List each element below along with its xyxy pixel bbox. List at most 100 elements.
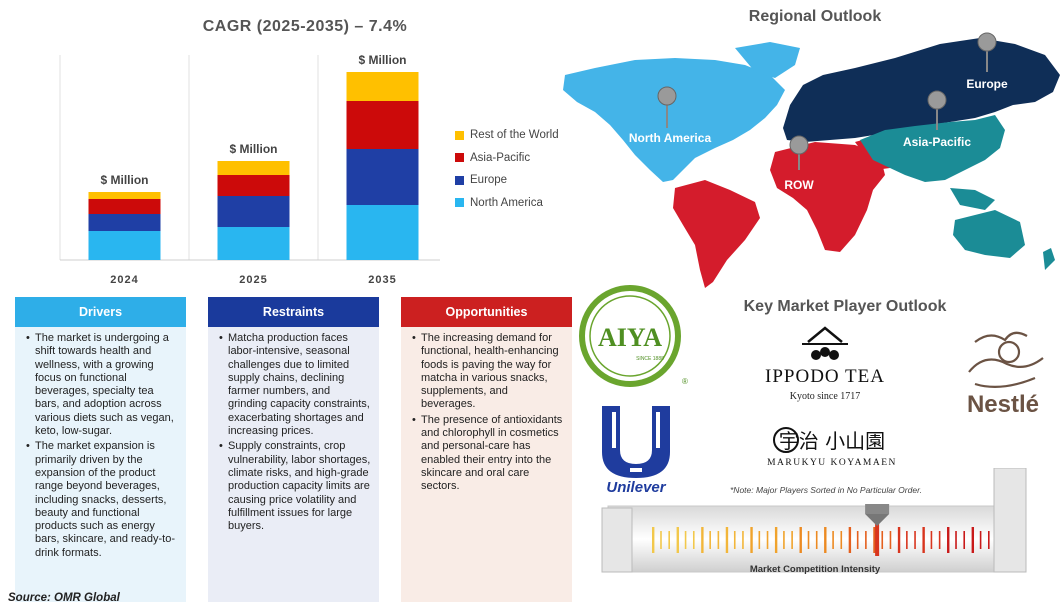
intensity-tick (758, 531, 761, 549)
pin-europe (977, 32, 997, 72)
intensity-tick (733, 531, 736, 549)
intensity-tick (742, 531, 744, 549)
intensity-tick (668, 531, 670, 549)
intensity-tick (652, 527, 655, 553)
intensity-tick (660, 531, 662, 549)
legend-label: North America (470, 196, 543, 209)
intensity-tick (709, 531, 711, 549)
chart-legend: Rest of the World Asia-Pacific Europe North… (455, 124, 585, 214)
restraint-item: Supply constraints, crop vulnerability, … (219, 440, 371, 533)
marukyu-name: MARUKYU KOYAMAEN (767, 458, 897, 468)
intensity-tick (807, 531, 810, 549)
restraint-item: Matcha production faces labor-intensive,… (219, 332, 371, 438)
drivers-heading: Drivers (15, 297, 186, 327)
intensity-tick (865, 531, 867, 549)
legend-swatch (455, 153, 464, 163)
label-row: ROW (784, 178, 814, 192)
legend-item: Asia-Pacific (455, 147, 585, 170)
competition-intensity-gauge: Market Competition Intensity (601, 468, 1027, 575)
nestle-logo: Nestlé (967, 331, 1044, 418)
aiya-name: AIYA (598, 323, 662, 352)
label-asia-pacific: Asia-Pacific (903, 135, 971, 149)
intensity-tick (930, 531, 933, 549)
intensity-tick (971, 527, 975, 553)
driver-item: The market is undergoing a shift towards… (26, 332, 178, 438)
svg-text:®: ® (682, 377, 688, 386)
intensity-tick (889, 531, 892, 549)
marukyu-logo: 宇治 小山園 MARUKYU KOYAMAEN (767, 427, 897, 468)
ippodo-logo: IPPODO TEA Kyoto since 1717 (765, 326, 884, 402)
legend-swatch (455, 175, 464, 185)
pin-asia-pacific (927, 90, 947, 130)
players-note: *Note: Major Players Sorted in No Partic… (730, 485, 922, 495)
opportunity-item: The presence of antioxidants and chlorop… (412, 414, 564, 494)
aiya-since: SINCE 1888 (636, 356, 664, 362)
intensity-tick (938, 531, 941, 549)
intensity-tick (955, 531, 957, 549)
intensity-tick (676, 527, 679, 553)
bar-segment-rest-of-the-world-2024 (88, 192, 161, 199)
intensity-tick (873, 527, 876, 553)
intensity-tick (750, 527, 753, 553)
x-tick-2025: 2025 (239, 274, 267, 286)
intensity-tick (791, 531, 793, 549)
intensity-tick (701, 527, 704, 553)
pin-north-america (657, 86, 677, 128)
bar-segment-europe-2025 (217, 196, 290, 227)
label-north-america: North America (629, 131, 712, 145)
unilever-name: Unilever (606, 479, 666, 496)
opportunities-heading: Opportunities (401, 297, 572, 327)
ippodo-tagline: Kyoto since 1717 (790, 391, 861, 402)
chart-title: CAGR (2025-2035) – 7.4% (202, 18, 408, 35)
bar-segment-north-america-2025 (217, 227, 290, 260)
legend-label: Europe (470, 174, 508, 187)
intensity-tick (897, 527, 901, 553)
intensity-tick (832, 531, 834, 549)
intensity-tick (824, 527, 827, 553)
bar-segment-rest-of-the-world-2035 (346, 72, 419, 101)
intensity-tick (774, 527, 778, 553)
region-new-zealand (1043, 248, 1055, 270)
intensity-tick (906, 531, 908, 549)
region-australia (953, 210, 1025, 258)
world-map: North America Europe Asia-Pacific ROW (563, 32, 1060, 288)
label-europe: Europe (966, 77, 1008, 91)
intensity-tick (840, 531, 843, 549)
legend-label: Asia-Pacific (470, 151, 531, 164)
x-tick-2024: 2024 (110, 274, 138, 286)
data-label-2025: $ Million (230, 142, 278, 156)
region-greenland (735, 42, 800, 78)
stacked-bar-chart: $ Million 2024 $ Million 2025 $ Million 2035 (59, 53, 440, 286)
intensity-label: Market Competition Intensity (750, 564, 881, 575)
opportunities-panel: Opportunities The increasing demand for … (401, 297, 572, 602)
x-tick-2035: 2035 (368, 274, 396, 286)
data-label-2035: $ Million (359, 53, 407, 67)
regional-outlook-title: Regional Outlook (748, 8, 882, 25)
source-note: Source: OMR Global (8, 592, 120, 604)
bar-segment-asia-pacific-2025 (217, 175, 290, 196)
legend-swatch (455, 198, 464, 208)
key-players-title: Key Market Player Outlook (743, 298, 947, 315)
bar-segment-europe-2024 (88, 214, 161, 231)
drivers-panel: Drivers The market is undergoing a shift… (15, 297, 186, 602)
aiya-logo: AIYA SINCE 1888 ® (579, 285, 688, 387)
intensity-tick (684, 531, 687, 549)
region-southeast-asia (950, 188, 995, 210)
intensity-tick (766, 531, 769, 549)
intensity-tick (914, 531, 916, 549)
region-north-america (563, 58, 785, 182)
bar-segment-north-america-2024 (88, 231, 161, 260)
legend-item: Europe (455, 169, 585, 192)
region-asia-pacific (860, 115, 1005, 182)
bar-segment-europe-2035 (346, 149, 419, 205)
intensity-tick (947, 527, 950, 553)
intensity-needle (875, 524, 880, 556)
intensity-ticks (652, 524, 990, 556)
legend-item: Rest of the World (455, 124, 585, 147)
intensity-tick (799, 527, 802, 553)
intensity-tick (881, 531, 884, 549)
opportunity-item: The increasing demand for functional, he… (412, 332, 564, 412)
data-label-2024: $ Million (101, 173, 149, 187)
region-south-america (673, 180, 760, 288)
bar-segment-asia-pacific-2024 (88, 199, 161, 214)
